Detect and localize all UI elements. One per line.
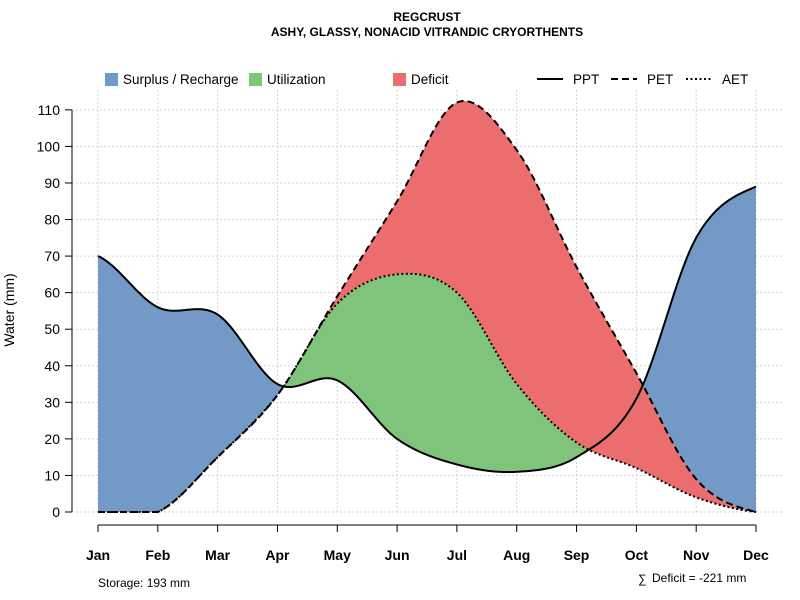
x-tick-label: Jul: [447, 547, 467, 563]
x-tick-label: Sep: [564, 547, 590, 563]
chart-title: REGCRUST: [393, 10, 461, 24]
sum-symbol: ∑: [638, 572, 647, 586]
y-tick-label: 100: [37, 138, 61, 154]
x-tick-label: Mar: [205, 547, 230, 563]
y-tick-label: 90: [44, 175, 60, 191]
utilization-area: [98, 273, 756, 512]
x-tick-label: Dec: [743, 547, 769, 563]
x-tick-label: May: [324, 547, 351, 563]
x-tick-label: Oct: [625, 547, 649, 563]
deficit-total-label: Deficit = -221 mm: [652, 571, 746, 585]
legend-swatch: [393, 73, 406, 86]
legend-label: Utilization: [267, 72, 326, 87]
x-tick-label: Apr: [265, 547, 290, 563]
legend-swatch: [249, 73, 262, 86]
x-tick-label: Feb: [145, 547, 170, 563]
y-tick-label: 40: [44, 358, 60, 374]
y-tick-label: 30: [44, 394, 60, 410]
x-tick-label: Jun: [385, 547, 410, 563]
legend-label: PET: [647, 72, 673, 87]
y-tick-label: 0: [52, 504, 60, 520]
x-tick-label: Jan: [86, 547, 110, 563]
legend-label: AET: [722, 72, 748, 87]
y-tick-label: 110: [38, 102, 61, 118]
y-tick-label: 60: [44, 285, 60, 301]
y-tick-label: 10: [44, 467, 60, 483]
series-line-aet: [98, 272, 757, 513]
series-line-ppt: [97, 185, 757, 474]
legend-label: Surplus / Recharge: [123, 72, 239, 87]
y-tick-label: 70: [44, 248, 60, 264]
surplus-recharge-area: [98, 101, 756, 512]
legend-label: PPT: [573, 72, 599, 87]
chart-subtitle: ASHY, GLASSY, NONACID VITRANDIC CRYORTHE…: [271, 25, 583, 39]
series-lines: [97, 99, 757, 513]
deficit-area: [98, 101, 756, 512]
y-axis-label: Water (mm): [1, 273, 17, 346]
x-tick-label: Aug: [503, 547, 530, 563]
y-tick-label: 20: [44, 431, 60, 447]
storage-label: Storage: 193 mm: [98, 576, 190, 590]
axes: 0 10 20 30 40 50 60 70 80 90 100 110 Jan Feb Mar Apr May…: [37, 102, 769, 563]
y-tick-label: 50: [44, 321, 60, 337]
y-tick-label: 80: [44, 212, 60, 228]
legend: Surplus / Recharge Utilization Deficit PPT P…: [105, 72, 748, 87]
legend-label: Deficit: [411, 72, 449, 87]
legend-swatch: [105, 73, 118, 86]
x-tick-label: Nov: [683, 547, 710, 563]
area-fills: [98, 101, 756, 512]
